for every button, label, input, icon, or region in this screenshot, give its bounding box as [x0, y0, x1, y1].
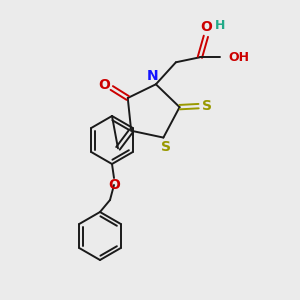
Text: O: O: [108, 178, 120, 192]
Text: N: N: [147, 69, 159, 83]
Text: O: O: [200, 20, 212, 34]
Text: H: H: [215, 19, 225, 32]
Text: S: S: [161, 140, 171, 154]
Text: S: S: [202, 99, 212, 113]
Text: O: O: [98, 78, 110, 92]
Text: OH: OH: [228, 51, 249, 64]
